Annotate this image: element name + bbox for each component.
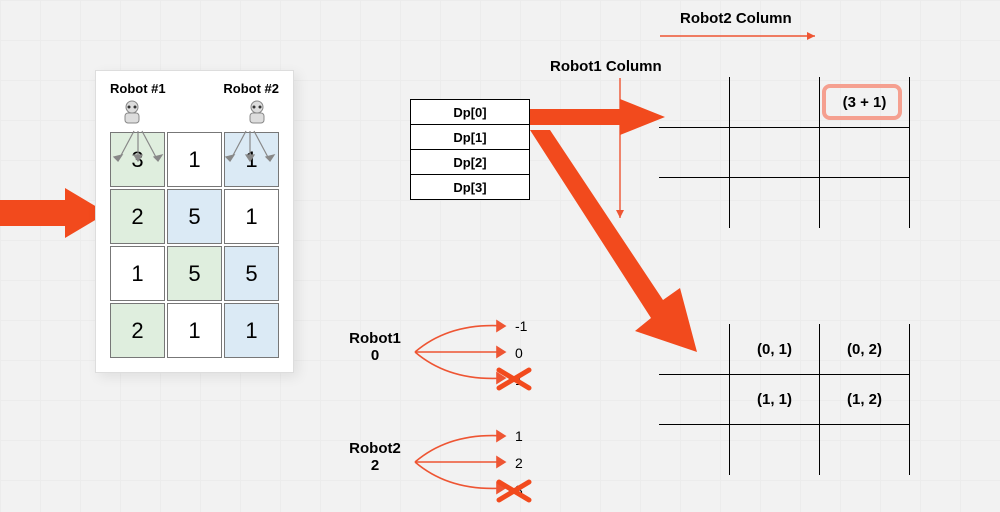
grid-cell-r0c2: 1	[224, 132, 279, 187]
grid-cell-r1c2: 1	[224, 189, 279, 244]
robot2-icon	[241, 98, 273, 128]
grid-cell-r0c0: 3	[110, 132, 165, 187]
bot-r1c0	[659, 374, 730, 425]
branch-r1-value: 0	[340, 347, 410, 364]
grid-cell-r2c2: 5	[224, 246, 279, 301]
bot-r0c1: (0, 1)	[729, 324, 820, 375]
robot1-label: Robot #1	[110, 81, 166, 96]
robot2-label: Robot #2	[223, 81, 279, 96]
grid-cell-r3c1: 1	[167, 303, 222, 358]
branch-r2-name: Robot2	[340, 440, 410, 457]
bot-r2c2	[819, 424, 910, 475]
cherry-grid: 311251155211	[110, 132, 279, 358]
grid-cell-r1c1: 5	[167, 189, 222, 244]
branch-r2-opt1: 2	[515, 455, 523, 471]
cross-out-r2	[495, 478, 535, 506]
grid-cell-r3c2: 1	[224, 303, 279, 358]
branch-robot2-label: Robot2 2	[340, 440, 410, 474]
top-r0c1	[729, 77, 820, 128]
top-r0c2: (3 + 1)	[819, 77, 910, 128]
dp-row-0: Dp[0]	[410, 99, 530, 125]
grid-cell-r2c0: 1	[110, 246, 165, 301]
top-r2c2	[819, 177, 910, 228]
robot2-column-label: Robot2 Column	[680, 10, 792, 27]
top-r2c1	[729, 177, 820, 228]
arrow-into-grid	[0, 185, 110, 245]
branch-r1-name: Robot1	[340, 330, 410, 347]
branch-robot1-label: Robot1 0	[340, 330, 410, 364]
dp-row-1: Dp[1]	[410, 124, 530, 150]
robot1-icon	[116, 98, 148, 128]
dp-row-2: Dp[2]	[410, 149, 530, 175]
bot-r0c0	[659, 324, 730, 375]
grid-cell-r0c1: 1	[167, 132, 222, 187]
grid-cell-r3c0: 2	[110, 303, 165, 358]
bot-r2c0	[659, 424, 730, 475]
branch-r1-opt1: 0	[515, 345, 523, 361]
grid-cell-r2c1: 5	[167, 246, 222, 301]
branch-r1-opt0: -1	[515, 318, 527, 334]
robot2-axis-arrow	[660, 28, 830, 44]
bot-r1c1: (1, 1)	[729, 374, 820, 425]
bot-r0c2: (0, 2)	[819, 324, 910, 375]
top-r1c1	[729, 127, 820, 178]
bottom-table: (0, 1) (0, 2) (1, 1) (1, 2)	[660, 325, 910, 475]
bot-r1c2: (1, 2)	[819, 374, 910, 425]
cross-out-r1	[495, 366, 535, 394]
top-cell-highlight-text: (3 + 1)	[843, 94, 887, 111]
branch-r2-opt0: 1	[515, 428, 523, 444]
bot-r2c1	[729, 424, 820, 475]
dp-row-3: Dp[3]	[410, 174, 530, 200]
branch-r2-value: 2	[340, 457, 410, 474]
top-r1c2	[819, 127, 910, 178]
dp-array: Dp[0]Dp[1]Dp[2]Dp[3]	[410, 100, 530, 200]
cherry-grid-panel: Robot #1 Robot #2 311251155211	[95, 70, 294, 373]
robot1-column-label: Robot1 Column	[550, 58, 662, 75]
grid-cell-r1c0: 2	[110, 189, 165, 244]
